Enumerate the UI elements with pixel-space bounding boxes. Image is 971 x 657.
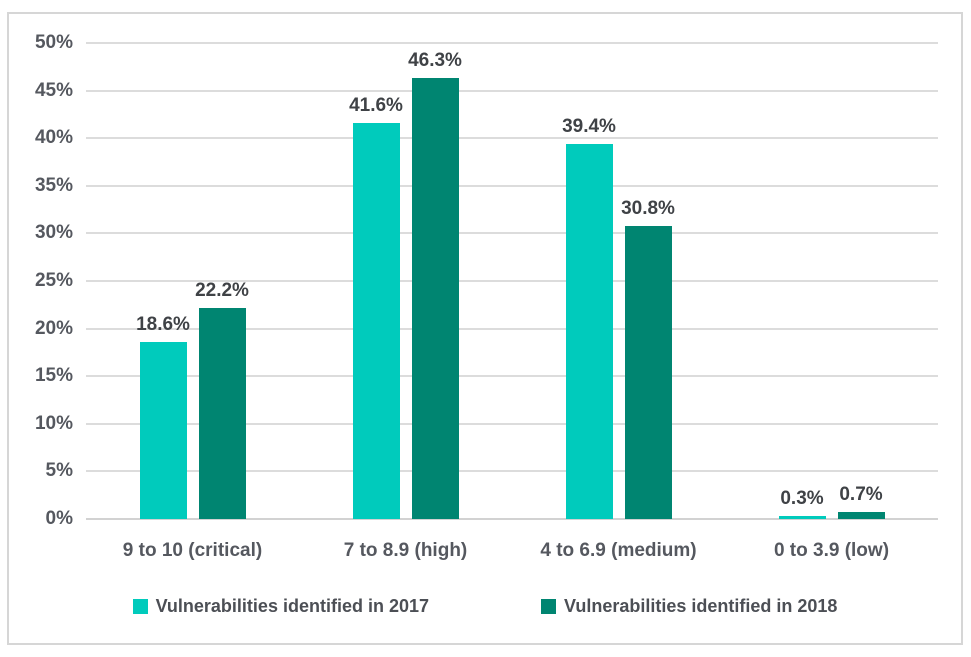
y-tick-label-10%: 10% <box>34 412 73 434</box>
bar-data-label-2018-category-3: 0.7% <box>839 484 883 506</box>
y-tick-label-20%: 20% <box>34 317 73 339</box>
y-tick-label-0%: 0% <box>45 508 73 529</box>
bar-2017-category-0 <box>139 341 187 519</box>
legend-entry-2018: Vulnerabilities identified in 2018 <box>541 595 837 617</box>
legend: Vulnerabilities identified in 2017 Vulner… <box>9 595 961 617</box>
legend-label: Vulnerabilities identified in 2018 <box>564 596 838 616</box>
y-tick-label-35%: 35% <box>34 174 73 196</box>
bar-2018-category-0 <box>198 307 246 519</box>
bar-2017-category-1 <box>352 122 400 519</box>
gridline-10% <box>86 422 938 425</box>
x-category-label-1: 7 to 8.9 (high) <box>343 540 468 561</box>
x-category-label-2: 4 to 6.9 (medium) <box>540 540 697 561</box>
gridline-15% <box>86 375 938 378</box>
bar-2017-category-2 <box>565 143 613 519</box>
bar-data-label-2018-category-0: 22.2% <box>195 279 249 301</box>
legend-label: Vulnerabilities identified in 2017 <box>155 596 429 616</box>
gridline-25% <box>86 280 938 282</box>
y-tick-label-30%: 30% <box>34 222 73 244</box>
bar-data-label-2018-category-1: 46.3% <box>408 50 462 72</box>
x-category-label-0: 9 to 10 (critical) <box>122 540 263 561</box>
legend-entry-2017: Vulnerabilities identified in 2017 <box>132 595 429 617</box>
bar-data-label-2017-category-2: 39.4% <box>562 115 616 137</box>
bar-2018-category-2 <box>624 225 672 519</box>
chart-frame: 0% 5% 10% 15% 20% 25% 30% 35% 40% 45% 50% 18.6% 41.… <box>7 12 963 645</box>
x-category-label-3: 0 to 3.9 (low) <box>773 540 890 561</box>
gridline-45% <box>86 89 938 92</box>
gridline-0% <box>86 518 938 520</box>
bar-2018-category-1 <box>411 78 459 519</box>
y-tick-label-15%: 15% <box>34 365 73 387</box>
gridline-50% <box>86 42 938 44</box>
bar-2018-category-3 <box>837 512 885 519</box>
bar-data-label-2018-category-2: 30.8% <box>621 197 675 219</box>
gridline-40% <box>86 137 938 140</box>
bar-2017-category-3 <box>778 516 826 519</box>
y-tick-label-25%: 25% <box>34 270 73 291</box>
gridline-35% <box>86 184 938 187</box>
bar-data-label-2017-category-3: 0.3% <box>780 488 824 510</box>
gridline-30% <box>86 232 938 235</box>
gridline-20% <box>86 327 938 330</box>
y-tick-label-40%: 40% <box>34 127 73 149</box>
y-tick-label-5%: 5% <box>45 460 73 482</box>
y-tick-label-45%: 45% <box>34 79 73 101</box>
bar-data-label-2017-category-1: 41.6% <box>349 94 403 116</box>
y-tick-label-50%: 50% <box>34 32 73 53</box>
legend-swatch-icon <box>132 598 148 614</box>
legend-swatch-icon <box>541 598 556 614</box>
bar-data-label-2017-category-0: 18.6% <box>136 313 190 335</box>
gridline-5% <box>86 470 938 473</box>
